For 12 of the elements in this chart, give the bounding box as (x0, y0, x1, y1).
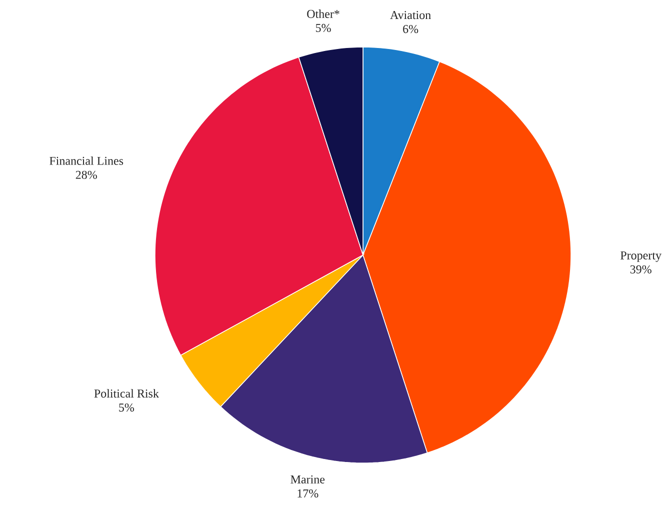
data-label: 39% (630, 265, 652, 274)
slice-label: Property (620, 251, 662, 262)
slice-label: Other* (307, 10, 340, 18)
data-label: 28% (76, 170, 97, 179)
slice-label: Financial Lines (50, 156, 124, 165)
data-label: 6% (403, 24, 418, 34)
data-label: 5% (316, 24, 331, 32)
slice-label: Political Risk (94, 389, 159, 398)
slice-label: Marine (290, 475, 325, 484)
slice-label: Aviation (390, 11, 431, 20)
data-label: 17% (298, 489, 318, 498)
data-label: 5% (119, 403, 134, 412)
